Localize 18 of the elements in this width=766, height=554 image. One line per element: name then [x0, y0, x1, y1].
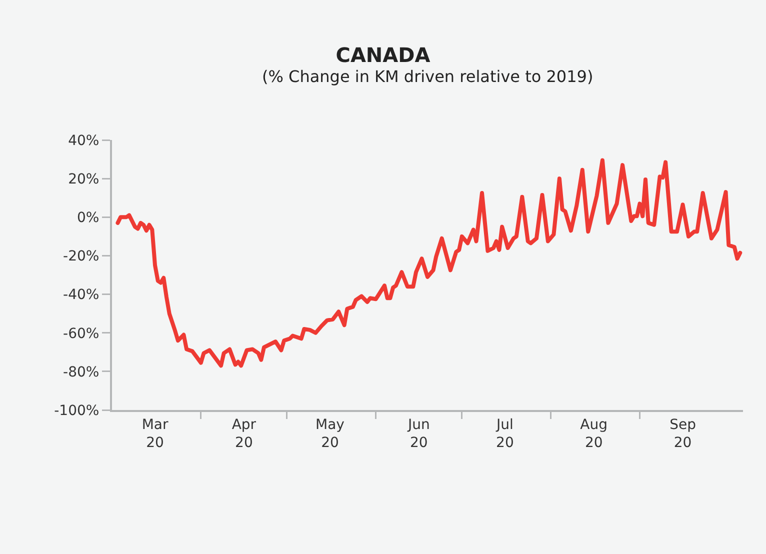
- y-tick-label: -60%: [63, 326, 100, 342]
- x-tick-label: Mar 20: [142, 416, 168, 451]
- x-tick-label: Aug 20: [580, 416, 608, 451]
- y-tick-label: 40%: [68, 132, 100, 149]
- y-tick-label: 20%: [68, 171, 100, 188]
- y-tick-label: -100%: [54, 402, 100, 419]
- line-series: [116, 158, 742, 368]
- y-tick-label: 0%: [76, 210, 100, 226]
- x-tick-label: Sep 20: [670, 416, 696, 451]
- y-tick-label: -40%: [63, 287, 100, 304]
- x-tick-label: Jul 20: [495, 416, 514, 451]
- x-tick-label: Jun 20: [406, 416, 430, 451]
- chart-subtitle: (% Change in KM driven relative to 2019): [262, 67, 594, 86]
- y-tick-label: -20%: [63, 248, 100, 265]
- x-tick-label: May 20: [316, 416, 344, 451]
- y-tick-label: -80%: [63, 364, 100, 380]
- x-tick-label: Apr 20: [232, 416, 256, 451]
- chart-title: CANADA: [336, 43, 431, 67]
